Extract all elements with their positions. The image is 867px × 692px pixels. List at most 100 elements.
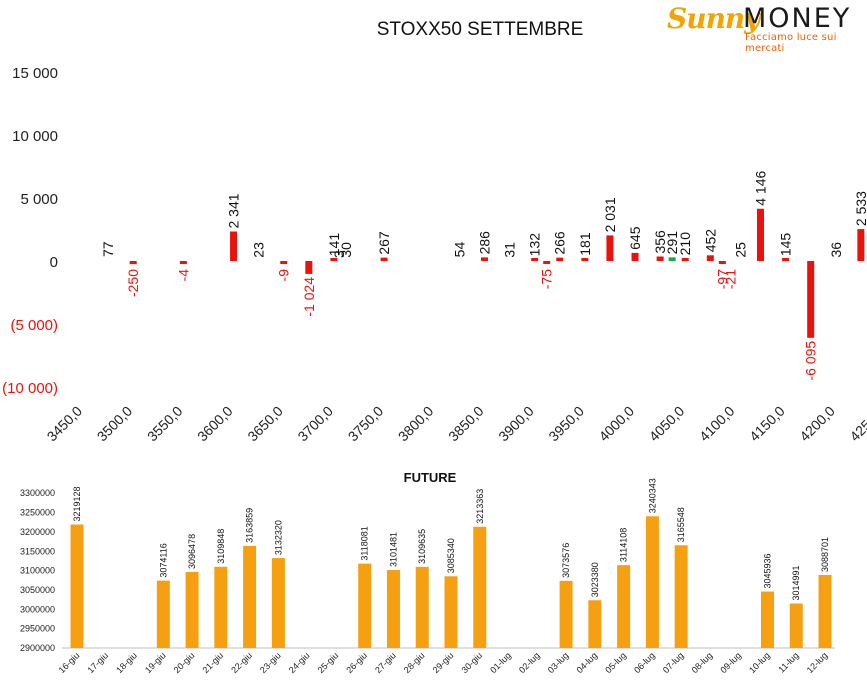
future-bar-value-label: 3085340: [446, 538, 456, 573]
future-bar: [243, 545, 257, 648]
future-chart-title: FUTURE: [404, 470, 457, 485]
y-tick-label: 15 000: [12, 65, 58, 82]
future-x-tick-label: 07-lug: [661, 650, 686, 675]
future-x-tick-label: 28-giu: [402, 650, 427, 675]
future-y-tick-label: 3000000: [20, 604, 55, 614]
logo-word-money: MONEY: [743, 3, 852, 34]
bar-put: [480, 257, 488, 261]
future-bar-value-label: 3088701: [820, 537, 830, 572]
chart-title: STOXX50 SETTEMBRE: [377, 19, 584, 40]
bar-value-label: -9: [276, 269, 292, 282]
x-tick-label: 4200,0: [796, 403, 838, 445]
future-bar: [214, 566, 228, 648]
bar-put: [581, 258, 589, 261]
x-tick-label: 3500,0: [94, 403, 136, 445]
future-bar: [415, 566, 429, 648]
y-tick-label: 0: [50, 254, 58, 271]
bar-put: [179, 261, 187, 264]
x-tick-label: 3950,0: [545, 403, 587, 445]
future-x-tick-label: 11-lug: [776, 650, 800, 674]
future-bar: [559, 580, 573, 648]
x-tick-label: 4000,0: [596, 403, 638, 445]
future-bar-value-label: 3045936: [762, 553, 772, 588]
future-bar-value-label: 3023380: [590, 562, 600, 597]
future-bar: [645, 516, 659, 648]
bar-value-label: 31: [502, 242, 518, 258]
future-bar-value-label: 3014991: [791, 565, 801, 600]
logo-tagline: Facciamo luce sui mercati: [745, 32, 837, 54]
bar-value-label: 141: [326, 233, 342, 257]
future-bar: [588, 600, 602, 648]
future-bar-value-label: 3165548: [676, 507, 686, 542]
sunny-money-logo: Sunny MONEY Facciamo luce sui mercati: [663, 2, 863, 54]
future-bar-value-label: 3219128: [72, 486, 82, 521]
future-x-tick-label: 16-giu: [57, 650, 82, 675]
bar-value-label: 452: [702, 229, 718, 253]
future-bar: [789, 603, 803, 648]
future-bar-value-label: 3240343: [647, 478, 657, 513]
bar-put: [380, 257, 388, 261]
bar-value-label: 291: [664, 231, 680, 255]
x-tick-label: 3750,0: [345, 403, 387, 445]
bar-value-label: 132: [527, 233, 543, 257]
future-bar: [473, 526, 487, 648]
future-x-tick-label: 27-giu: [373, 650, 398, 675]
future-bar: [156, 580, 170, 648]
x-tick-label: 3550,0: [144, 403, 186, 445]
future-x-tick-label: 12-lug: [805, 650, 830, 675]
future-x-tick-label: 02-lug: [517, 650, 542, 675]
bar-value-label: 3: [331, 250, 347, 258]
future-bar: [386, 570, 400, 648]
future-bar: [818, 574, 832, 648]
x-tick-label: 3900,0: [495, 403, 537, 445]
bar-value-label: -97: [714, 269, 730, 289]
future-x-tick-label: 21-giu: [200, 650, 225, 675]
bar-value-label: 2 031: [602, 197, 618, 232]
x-tick-label: 3450,0: [44, 403, 86, 445]
future-bar-value-label: 3074116: [158, 543, 168, 577]
x-tick-label: 4150,0: [746, 403, 788, 445]
bar-put: [606, 235, 614, 261]
x-tick-label: 3850,0: [445, 403, 487, 445]
future-bar-value-label: 3163859: [245, 508, 255, 543]
future-y-tick-label: 2900000: [20, 643, 55, 653]
bar-value-label: 645: [627, 226, 643, 250]
future-y-tick-label: 3050000: [20, 585, 55, 595]
bar-value-label: 210: [677, 232, 693, 256]
bar-value-label: 54: [451, 242, 467, 258]
bar-value-label: -4: [175, 269, 191, 282]
bar-value-label: 30: [338, 242, 354, 258]
future-x-tick-label: 06-lug: [632, 650, 657, 675]
bar-put: [556, 257, 564, 261]
bar-put: [857, 229, 865, 261]
bar-value-label: 286: [476, 231, 492, 255]
future-y-tick-label: 3250000: [20, 508, 55, 518]
future-x-tick-label: 25-giu: [316, 650, 341, 675]
future-x-tick-label: 10-lug: [747, 650, 772, 675]
bar-put: [656, 256, 664, 261]
future-x-tick-label: 08-lug: [690, 650, 715, 675]
future-x-tick-label: 20-giu: [172, 650, 197, 675]
future-x-tick-label: 03-lug: [546, 650, 571, 675]
future-x-tick-label: 24-giu: [287, 650, 312, 675]
bar-value-label: -6 095: [803, 341, 819, 381]
future-bar-value-label: 3132320: [273, 520, 283, 555]
bar-value-label: 4 146: [752, 171, 768, 206]
future-bar: [185, 571, 199, 648]
bar-value-label: 145: [778, 233, 794, 257]
future-x-tick-label: 30-giu: [459, 650, 484, 675]
x-tick-label: 3700,0: [294, 403, 336, 445]
bar-value-label: 266: [552, 231, 568, 255]
x-tick-label: 3800,0: [395, 403, 437, 445]
x-tick-label: 4100,0: [696, 403, 738, 445]
future-x-tick-label: 01-lug: [488, 650, 513, 675]
bar-put: [718, 261, 726, 264]
future-y-tick-label: 3200000: [20, 527, 55, 537]
x-tick-label: 3650,0: [244, 403, 286, 445]
y-tick-label: 10 000: [12, 128, 58, 145]
future-bar: [674, 545, 688, 648]
future-bar: [617, 565, 631, 648]
future-x-tick-label: 05-lug: [603, 650, 628, 675]
future-y-tick-label: 3100000: [20, 566, 55, 576]
